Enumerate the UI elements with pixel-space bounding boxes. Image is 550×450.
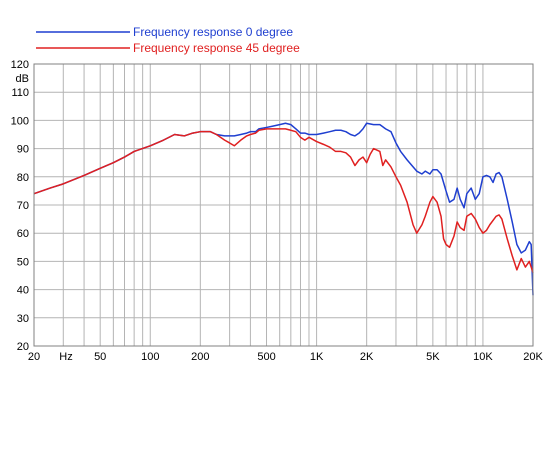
x-tick-label: 2K	[360, 351, 374, 363]
x-tick-label: 500	[257, 351, 275, 363]
y-tick-label: 30	[17, 313, 29, 325]
y-tick-label: 60	[17, 228, 29, 240]
x-tick-label: 1K	[310, 351, 324, 363]
y-tick-label: 70	[17, 200, 29, 212]
x-tick-label: 100	[141, 351, 159, 363]
legend: Frequency response 0 degree Frequency res…	[36, 25, 300, 55]
grid-lines	[34, 63, 533, 347]
y-tick-labels: 20 30 40 50 60 70 80 90 100 110 120	[11, 59, 29, 353]
y-tick-label: 120	[11, 59, 29, 71]
series-line-1	[33, 128, 534, 273]
legend-label: Frequency response 0 degree	[133, 25, 293, 39]
y-tick-label: 110	[11, 87, 29, 99]
x-tick-label: 5K	[426, 351, 440, 363]
x-axis-unit-label: Hz	[59, 351, 72, 363]
y-tick-label: 40	[17, 285, 29, 297]
y-tick-label: 50	[17, 256, 29, 268]
plot-frame	[33, 63, 534, 347]
x-tick-label: 200	[191, 351, 209, 363]
y-tick-label: 90	[17, 144, 29, 156]
series-group	[33, 122, 534, 296]
y-axis-unit-label: dB	[16, 73, 29, 85]
x-tick-label: 50	[94, 351, 106, 363]
x-tick-label: 10K	[473, 351, 493, 363]
y-tick-label: 20	[17, 341, 29, 353]
x-tick-labels: 20 50 100 200 500 1K 2K 5K 10K 20K	[28, 351, 544, 363]
y-tick-label: 80	[17, 172, 29, 184]
x-tick-label: 20	[28, 351, 40, 363]
x-tick-label: 20K	[523, 351, 543, 363]
y-tick-label: 100	[11, 115, 29, 127]
legend-label: Frequency response 45 degree	[133, 41, 300, 55]
